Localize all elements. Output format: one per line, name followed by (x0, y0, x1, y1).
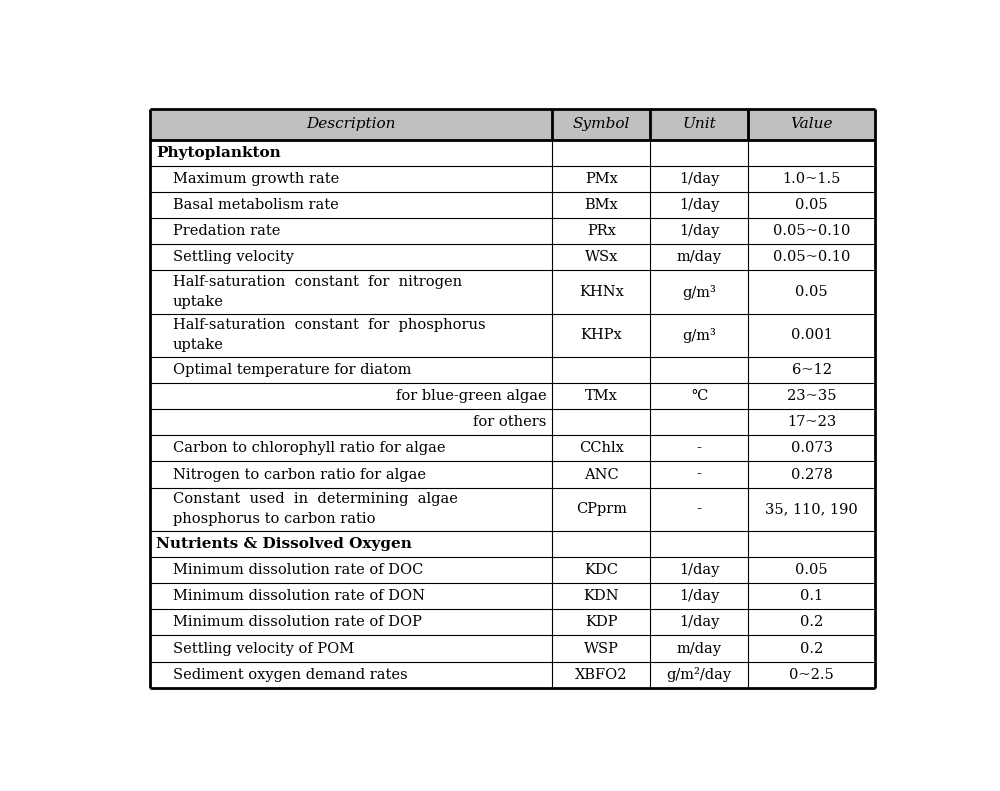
Text: Unit: Unit (682, 117, 716, 131)
Text: 35, 110, 190: 35, 110, 190 (765, 502, 858, 517)
Text: 0.001: 0.001 (791, 328, 833, 343)
Text: g/m²/day: g/m²/day (667, 668, 732, 682)
Text: Minimum dissolution rate of DOP: Minimum dissolution rate of DOP (173, 615, 422, 630)
Text: 17~23: 17~23 (787, 415, 836, 430)
Text: CChlx: CChlx (579, 441, 624, 456)
Text: m/day: m/day (677, 642, 722, 656)
Text: 0.05~0.10: 0.05~0.10 (773, 224, 850, 238)
Text: 0.05~0.10: 0.05~0.10 (773, 251, 850, 264)
Text: CPprm: CPprm (576, 502, 627, 517)
Text: 0.2: 0.2 (800, 615, 823, 630)
Text: Maximum growth rate: Maximum growth rate (173, 172, 339, 186)
Text: XBFO2: XBFO2 (575, 668, 628, 682)
Text: Optimal temperature for diatom: Optimal temperature for diatom (173, 363, 412, 377)
Text: WSP: WSP (584, 642, 619, 656)
Text: 0.1: 0.1 (800, 589, 823, 604)
Text: for blue-green algae: for blue-green algae (396, 389, 546, 403)
Text: g/m³: g/m³ (682, 327, 716, 343)
Text: -: - (697, 441, 702, 456)
Text: WSx: WSx (585, 251, 618, 264)
Text: 0.05: 0.05 (795, 198, 828, 212)
Text: phosphorus to carbon ratio: phosphorus to carbon ratio (173, 512, 376, 526)
Text: KHNx: KHNx (579, 285, 624, 299)
Text: 0.073: 0.073 (791, 441, 833, 456)
Text: Minimum dissolution rate of DOC: Minimum dissolution rate of DOC (173, 563, 423, 577)
Text: m/day: m/day (677, 251, 722, 264)
Text: Sediment oxygen demand rates: Sediment oxygen demand rates (173, 668, 408, 682)
Text: Settling velocity: Settling velocity (173, 251, 294, 264)
Text: 1/day: 1/day (679, 224, 719, 238)
Text: 6~12: 6~12 (792, 363, 832, 377)
Text: KHPx: KHPx (580, 328, 622, 343)
Text: uptake: uptake (173, 295, 224, 309)
Text: 1.0~1.5: 1.0~1.5 (783, 172, 841, 186)
Text: uptake: uptake (173, 338, 224, 352)
Text: Nitrogen to carbon ratio for algae: Nitrogen to carbon ratio for algae (173, 467, 426, 482)
Text: Predation rate: Predation rate (173, 224, 280, 238)
Text: Carbon to chlorophyll ratio for algae: Carbon to chlorophyll ratio for algae (173, 441, 446, 456)
Text: 0.2: 0.2 (800, 642, 823, 656)
Text: 1/day: 1/day (679, 172, 719, 186)
Text: 1/day: 1/day (679, 563, 719, 577)
Text: Half-saturation  constant  for  phosphorus: Half-saturation constant for phosphorus (173, 318, 486, 332)
Text: BMx: BMx (584, 198, 618, 212)
Text: 1/day: 1/day (679, 615, 719, 630)
Text: Settling velocity of POM: Settling velocity of POM (173, 642, 354, 656)
Text: 1/day: 1/day (679, 198, 719, 212)
Text: 0.05: 0.05 (795, 285, 828, 299)
Text: Description: Description (306, 117, 396, 131)
Text: 0.05: 0.05 (795, 563, 828, 577)
Text: -: - (697, 502, 702, 517)
Text: 1/day: 1/day (679, 589, 719, 604)
Text: TMx: TMx (585, 389, 618, 403)
Text: PRx: PRx (587, 224, 616, 238)
Text: Basal metabolism rate: Basal metabolism rate (173, 198, 339, 212)
Text: KDP: KDP (585, 615, 618, 630)
Bar (150, 109, 875, 139)
Text: Half-saturation  constant  for  nitrogen: Half-saturation constant for nitrogen (173, 275, 462, 290)
Text: 0.278: 0.278 (791, 467, 833, 482)
Text: Minimum dissolution rate of DON: Minimum dissolution rate of DON (173, 589, 425, 604)
Text: 0~2.5: 0~2.5 (789, 668, 834, 682)
Text: for others: for others (473, 415, 546, 430)
Text: Constant  used  in  determining  algae: Constant used in determining algae (173, 492, 458, 506)
Text: Phytoplankton: Phytoplankton (156, 146, 281, 160)
Text: Nutrients & Dissolved Oxygen: Nutrients & Dissolved Oxygen (156, 537, 412, 551)
Text: KDN: KDN (584, 589, 619, 604)
Text: ANC: ANC (584, 467, 619, 482)
Text: ℃: ℃ (691, 389, 707, 403)
Text: KDC: KDC (584, 563, 618, 577)
Text: Symbol: Symbol (573, 117, 630, 131)
Text: 23~35: 23~35 (787, 389, 836, 403)
Text: PMx: PMx (585, 172, 618, 186)
Text: -: - (697, 467, 702, 482)
Text: Value: Value (790, 117, 833, 131)
Text: g/m³: g/m³ (682, 285, 716, 300)
